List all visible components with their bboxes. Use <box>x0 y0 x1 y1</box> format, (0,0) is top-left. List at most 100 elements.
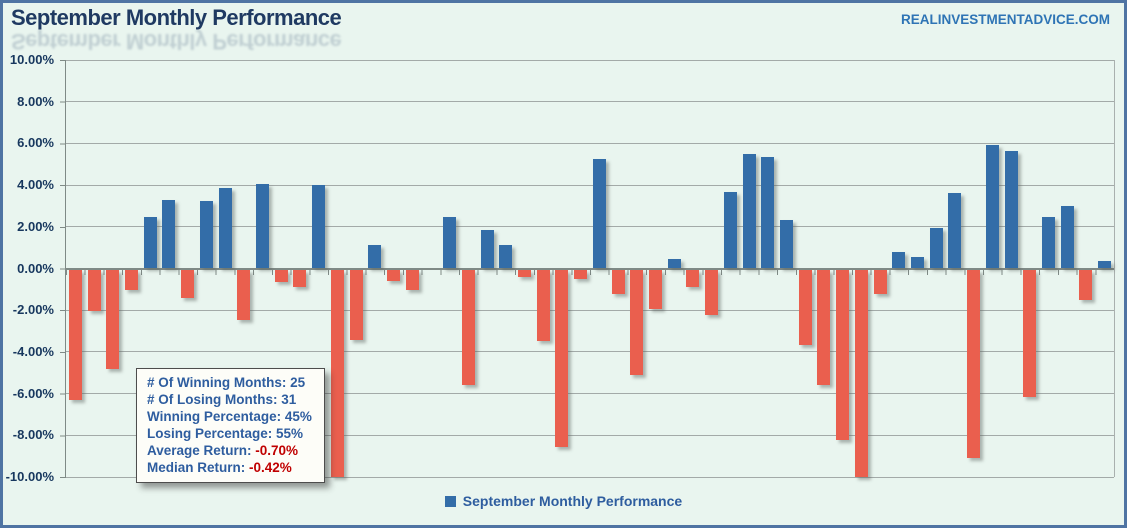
y-axis-ticks <box>60 60 66 478</box>
legend-label: September Monthly Performance <box>462 493 683 509</box>
stats-value: -0.70% <box>255 443 299 458</box>
x-axis-ticks <box>66 269 1114 275</box>
bar-negative <box>330 269 344 477</box>
bar-negative <box>873 269 887 295</box>
bar-negative <box>181 269 195 299</box>
bar-negative <box>630 269 644 375</box>
stats-value: -0.42% <box>249 460 292 475</box>
y-axis-tick-label: -10.00% <box>5 469 54 484</box>
gridline <box>66 184 1114 186</box>
bar-positive <box>667 259 681 269</box>
stats-value: 55% <box>276 426 304 441</box>
gridline <box>66 59 1114 61</box>
y-axis-tick-label: -4.00% <box>12 343 54 359</box>
bar-positive <box>723 192 737 269</box>
legend-swatch-icon <box>444 495 456 507</box>
bar-positive <box>162 200 176 269</box>
y-axis-tick-label: 6.00% <box>17 135 54 151</box>
bar-negative <box>349 269 363 341</box>
bar-negative <box>574 269 588 279</box>
bar-negative <box>1079 269 1093 301</box>
stats-value: 45% <box>284 409 312 424</box>
bar-negative <box>518 269 531 277</box>
stats-line: Average Return: -0.70% <box>147 442 312 459</box>
page-title: September Monthly Performance <box>11 5 342 30</box>
bar-positive <box>780 219 793 269</box>
bar-negative <box>461 269 475 385</box>
bar-positive <box>761 156 775 269</box>
bar-negative <box>387 269 400 281</box>
bar-negative <box>1023 269 1037 397</box>
bar-negative <box>967 269 981 459</box>
bar-negative <box>536 269 550 342</box>
y-axis-tick-label: -8.00% <box>12 427 54 443</box>
bar-negative <box>125 269 138 291</box>
y-axis-tick-label: 0.00% <box>17 260 54 276</box>
y-axis-tick-label: 8.00% <box>17 93 54 109</box>
bar-negative <box>237 269 251 321</box>
bar-negative <box>836 269 850 440</box>
gridline <box>66 351 1114 353</box>
y-axis-tick-label: 4.00% <box>17 177 54 193</box>
bar-negative <box>68 269 82 400</box>
bar-negative <box>817 269 831 385</box>
bar-positive <box>592 159 606 269</box>
bar-negative <box>106 269 120 369</box>
stats-label: Average Return: <box>147 443 256 458</box>
bar-positive <box>218 187 232 269</box>
bar-positive <box>499 245 513 269</box>
bar-positive <box>911 256 924 269</box>
bar-negative <box>854 269 868 477</box>
y-axis-tick-label: 10.00% <box>9 52 54 67</box>
y-axis-tick-label: -2.00% <box>12 302 54 318</box>
gridline <box>66 434 1114 436</box>
stats-line: # Of Losing Months: 31 <box>147 391 312 408</box>
y-axis-tick-label: 2.00% <box>17 218 54 234</box>
bar-positive <box>929 228 943 269</box>
zero-axis-line <box>66 267 1114 270</box>
stats-label: Winning Percentage: <box>147 409 285 424</box>
bar-negative <box>274 269 288 283</box>
stats-label: # Of Losing Months: <box>147 392 282 407</box>
bar-positive <box>199 201 213 269</box>
gridline <box>66 476 1114 478</box>
bar-positive <box>256 184 269 269</box>
stats-label: Losing Percentage: <box>147 426 277 441</box>
legend: September Monthly Performance <box>3 493 1124 509</box>
bar-negative <box>611 269 625 295</box>
stats-line: Winning Percentage: 45% <box>147 408 312 425</box>
stats-line: Median Return: -0.42% <box>147 459 312 476</box>
gridline <box>66 226 1114 228</box>
bar-positive <box>368 245 382 269</box>
stats-box: # Of Winning Months: 25 # Of Losing Month… <box>136 368 325 483</box>
bar-negative <box>686 269 700 287</box>
bar-positive <box>742 154 756 269</box>
bar-positive <box>1042 217 1055 269</box>
page-title-reflection: September Monthly Performance <box>11 29 342 54</box>
stats-line: Losing Percentage: 55% <box>147 425 312 442</box>
stats-value: 25 <box>290 375 306 390</box>
bar-negative <box>649 269 662 309</box>
gridline <box>66 142 1114 144</box>
plot-area: 10.00% 8.00% 6.00% 4.00% 2.00% 0.00% -2.00% -4.… <box>6 52 1115 484</box>
bar-positive <box>1004 150 1018 269</box>
bar-positive <box>948 192 962 269</box>
site-watermark: REALINVESTMENTADVICE.COM <box>900 12 1110 27</box>
y-axis-tick-label: -6.00% <box>12 385 54 401</box>
page-title-block: September Monthly Performance September … <box>11 5 342 54</box>
bar-positive <box>312 185 326 269</box>
gridline <box>66 393 1114 395</box>
stats-value: 31 <box>281 392 297 407</box>
bar-positive <box>443 216 457 269</box>
gridline <box>66 101 1114 103</box>
bar-positive <box>985 144 999 269</box>
bar-negative <box>705 269 719 315</box>
bar-positive <box>143 217 157 269</box>
bar-negative <box>87 269 101 312</box>
bar-positive <box>892 252 906 269</box>
bar-negative <box>798 269 812 346</box>
bar-positive <box>1060 206 1074 269</box>
stats-label: Median Return: <box>147 460 250 475</box>
bar-negative <box>405 269 419 291</box>
